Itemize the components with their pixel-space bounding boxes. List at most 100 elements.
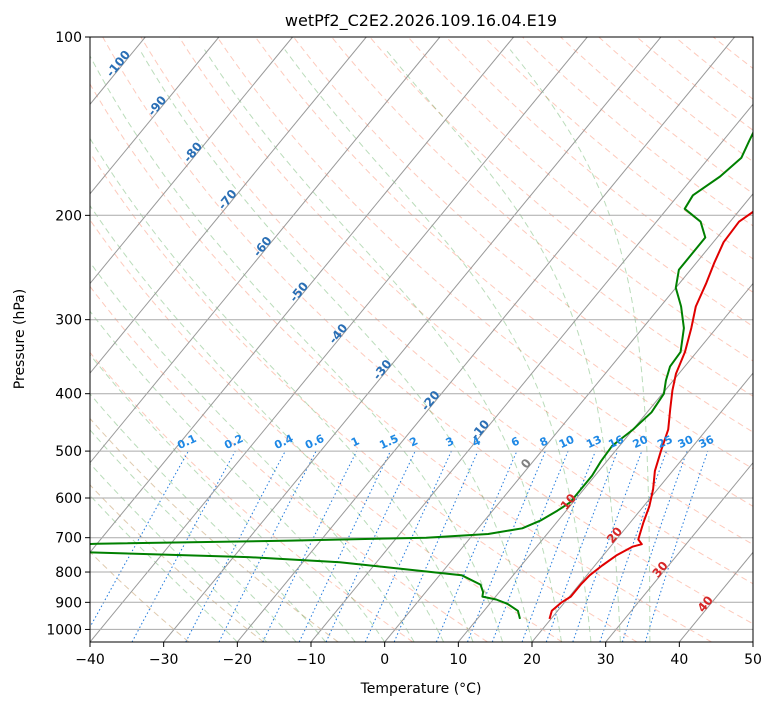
dry-adiabat-line	[90, 83, 712, 642]
dewpoint-profile-line	[90, 130, 753, 620]
mixing-ratio-label: 25	[655, 433, 674, 451]
moist-adiabat-line	[139, 49, 533, 642]
x-tick-label: −10	[296, 652, 326, 668]
mixing-ratio-line	[262, 450, 358, 642]
moist-adiabat-line	[284, 49, 592, 642]
x-tick-label: 50	[744, 652, 762, 668]
x-tick-label: 20	[523, 652, 541, 668]
isotherm-line	[90, 37, 367, 374]
mixing-ratio-label: 0.1	[175, 432, 198, 452]
dry-adiabat-line	[331, 37, 753, 397]
dry-adiabat-line	[560, 37, 753, 195]
isotherm-line	[678, 551, 753, 642]
isotherm-line	[90, 37, 588, 642]
mixing-ratio-line	[572, 450, 643, 642]
mixing-ratio-line	[491, 450, 569, 642]
isotherm-label: 30	[649, 559, 670, 581]
y-tick-label: 400	[55, 387, 82, 403]
background-lines	[90, 37, 753, 642]
y-tick-label: 600	[55, 491, 82, 507]
moist-adiabat-line	[90, 261, 415, 642]
isotherm-line	[236, 37, 735, 642]
mixing-ratio-line	[435, 450, 518, 642]
plot-frame	[89, 36, 754, 643]
isotherm-label: -40	[326, 321, 351, 347]
mixing-ratio-label: 30	[676, 433, 696, 451]
mixing-ratio-label: 1	[349, 434, 361, 449]
dry-adiabat-line	[90, 219, 563, 642]
y-tick-label: 300	[55, 313, 82, 329]
dry-adiabat-line	[140, 37, 753, 585]
isotherm-label: -70	[215, 187, 240, 213]
x-axis-title: Temperature (°C)	[360, 681, 482, 697]
mixing-ratio-line	[325, 450, 416, 642]
mixing-ratio-line	[131, 450, 236, 642]
y-tick-label: 500	[55, 444, 82, 460]
y-tick-label: 800	[55, 565, 82, 581]
grid-lines	[0, 37, 753, 642]
isotherm-line	[90, 37, 441, 464]
mixing-ratio-line	[298, 450, 391, 642]
mixing-ratio-line	[644, 450, 709, 642]
x-tick-label: 40	[670, 652, 688, 668]
mixing-ratio-line	[393, 450, 479, 642]
mixing-ratio-label: 0.2	[222, 432, 245, 452]
profile-lines	[90, 130, 753, 620]
x-tick-label: −20	[223, 652, 253, 668]
moist-adiabat-line	[90, 137, 474, 642]
x-axis: −40 −30 −20 −10 0 10 20 30 40 50	[75, 642, 762, 668]
dry-adiabat-line	[445, 37, 753, 293]
dry-adiabat-line	[751, 37, 753, 39]
moist-adiabat-line	[204, 49, 562, 642]
y-axis: 100 200 300 400 500 600 700 800 900 1000	[46, 30, 90, 638]
isotherm-line	[310, 103, 753, 642]
mixing-ratio-label: 20	[631, 433, 651, 451]
y-axis-title: Pressure (hPa)	[12, 289, 28, 389]
moist-adiabat-line	[90, 54, 503, 642]
dry-adiabat-line	[90, 551, 190, 642]
dry-adiabat-line	[216, 37, 753, 507]
isotherm-label: -20	[418, 388, 443, 414]
moist-adiabat-line	[90, 393, 327, 642]
isotherm-label: -90	[145, 93, 170, 119]
mixing-ratio-label: 10	[557, 433, 577, 451]
isotherm-label: -80	[181, 139, 206, 165]
isotherm-label: 40	[695, 593, 716, 615]
y-tick-label: 900	[55, 595, 82, 611]
mixing-ratio-line	[621, 450, 688, 642]
mixing-ratio-line	[545, 450, 619, 642]
x-tick-label: −40	[75, 652, 105, 668]
dry-adiabat-line	[90, 285, 488, 642]
x-tick-label: 30	[597, 652, 615, 668]
y-tick-label: 200	[55, 208, 82, 224]
dry-adiabat-line	[369, 37, 753, 362]
mixing-ratio-label: 8	[538, 434, 550, 449]
dry-adiabat-line	[483, 37, 753, 260]
x-tick-label: 0	[380, 652, 389, 668]
mixing-ratio-line	[364, 450, 452, 642]
isotherm-line	[90, 37, 514, 554]
isotherm-label: -60	[250, 234, 275, 260]
y-tick-label: 100	[55, 30, 82, 46]
mixing-ratio-line	[90, 450, 189, 629]
mixing-ratio-label: 3	[444, 434, 456, 449]
isotherm-line	[752, 641, 753, 642]
dry-adiabat-line	[90, 151, 638, 642]
isotherm-line	[0, 37, 72, 642]
isotherm-label: -30	[370, 357, 395, 383]
isotherm-label: -100	[103, 48, 133, 80]
mixing-ratio-label: 6	[509, 434, 522, 449]
dry-adiabat-line	[712, 37, 753, 70]
isotherm-line	[163, 37, 662, 642]
mixing-ratio-label: 13	[584, 433, 603, 451]
isotherm-line	[90, 37, 220, 195]
mixing-ratio-line	[218, 450, 317, 642]
dry-adiabat-line	[674, 37, 753, 100]
mixing-ratio-label: 36	[697, 433, 717, 451]
x-tick-label: 10	[449, 652, 467, 668]
isotherm-line	[605, 461, 753, 642]
temperature-profile-line	[548, 210, 753, 620]
dry-adiabat-line	[90, 417, 339, 642]
dry-adiabat-line	[90, 484, 264, 642]
